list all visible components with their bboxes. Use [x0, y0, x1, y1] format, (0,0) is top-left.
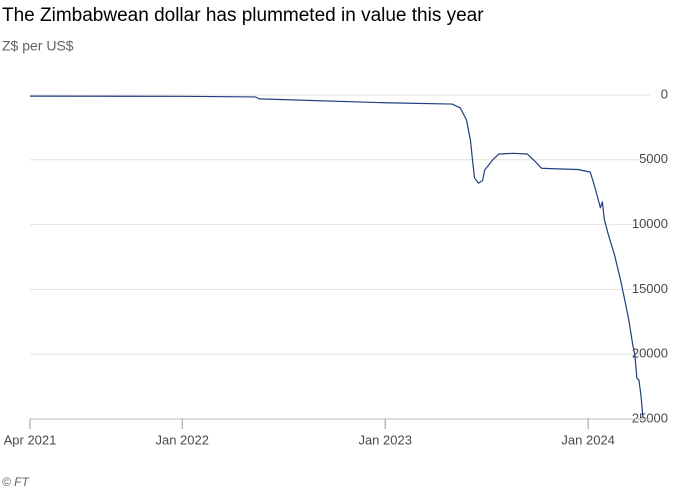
y-tick-label: 5000 — [639, 151, 668, 166]
y-tick-label: 20000 — [632, 346, 668, 361]
data-line — [29, 95, 644, 418]
source: © FT — [2, 475, 31, 489]
x-tick-label: Jan 2022 — [155, 432, 209, 447]
y-tick-label: 15000 — [632, 281, 668, 296]
y-tick-label: 25000 — [632, 410, 668, 425]
y-tick-label: 0 — [661, 86, 668, 101]
x-tick-label: Jan 2023 — [358, 432, 412, 447]
chart-subtitle: Z$ per US$ — [2, 38, 74, 54]
x-tick-label: Jan 2024 — [561, 432, 615, 447]
x-tick-label: Apr 2021 — [4, 432, 57, 447]
y-tick-label: 10000 — [632, 216, 668, 231]
chart-title: The Zimbabwean dollar has plummeted in v… — [2, 5, 484, 26]
